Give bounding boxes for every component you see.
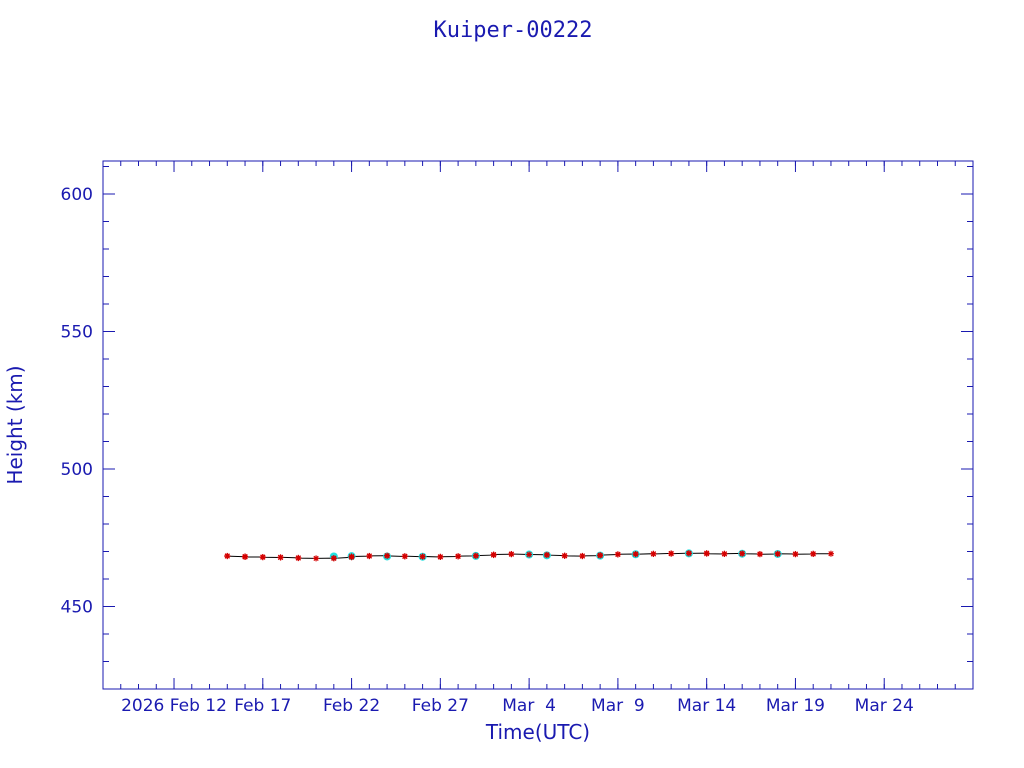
data-point [526,551,533,558]
data-point [792,551,799,558]
series-points [224,549,834,562]
data-point [827,550,834,557]
data-point [224,553,231,560]
data-point [668,550,675,557]
x-tick-label: Mar 24 [855,696,914,716]
data-point [650,550,657,557]
x-tick-label: Mar 19 [766,696,825,716]
y-tick-label: 500 [61,460,93,480]
x-tick-label: Feb 27 [412,696,469,716]
data-point [242,554,249,560]
y-tick-label: 450 [61,598,93,618]
data-point [756,551,763,558]
data-point [401,553,408,560]
data-point [703,550,710,557]
y-axis-tick-labels: 450 500 550 600 [61,185,93,618]
x-tick-label: Mar 4 [502,696,556,716]
x-tick-label: Mar 9 [591,696,645,716]
data-point [597,552,604,559]
data-point [561,552,568,559]
x-tick-label: Mar 14 [677,696,736,716]
data-point [295,555,302,562]
data-point [330,555,337,562]
data-point [455,553,462,560]
x-tick-label: Feb 17 [234,696,291,716]
plot-frame [102,160,974,690]
y-axis-label: Height (km) [3,365,27,484]
data-point [685,550,692,557]
data-point [313,555,320,562]
data-point [774,550,781,557]
data-point [419,553,426,560]
x-tick-label: Feb 22 [323,696,380,716]
data-point [632,551,639,558]
x-axis-tick-labels: 2026 Feb 12 Feb 17 Feb 22 Feb 27 Mar 4 Mar 9 M… [121,696,914,716]
y-axis-ticks [103,166,973,662]
data-point [437,553,444,560]
data-point [277,554,284,561]
data-point [384,552,391,559]
data-point [490,551,497,558]
y-tick-label: 550 [61,323,93,343]
data-point [614,551,621,558]
data-point [543,552,550,559]
data-point [579,552,586,559]
data-point [721,550,728,557]
data-point [259,554,266,561]
data-point [508,550,515,557]
chart-title: Kuiper-00222 [434,18,593,43]
data-point [810,550,817,557]
data-point [739,550,746,557]
data-point [366,552,373,559]
x-axis-label: Time(UTC) [485,720,590,744]
data-point [348,553,355,560]
y-tick-label: 600 [61,185,93,205]
x-axis-ticks [102,161,974,689]
x-tick-label: 2026 Feb 12 [121,696,227,716]
data-point [472,552,479,559]
